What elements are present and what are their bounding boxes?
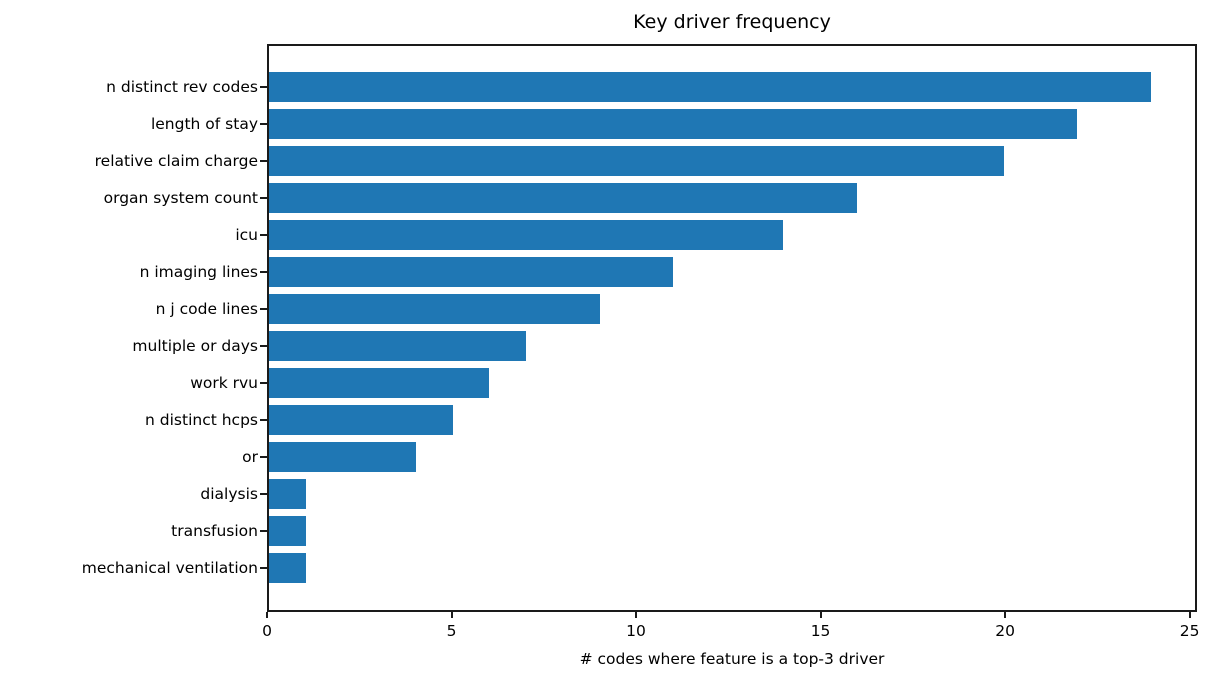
x-axis: 0 5 10 15 20 25 xyxy=(262,612,1200,652)
bar-row: mechanical ventilation xyxy=(82,553,1195,583)
x-tick-label: 25 xyxy=(1179,622,1200,640)
x-tick-mark xyxy=(1188,612,1191,618)
x-tick-mark xyxy=(450,612,453,618)
y-tick-label: organ system count xyxy=(103,189,258,207)
y-tick-label: icu xyxy=(235,226,258,244)
bar xyxy=(269,146,1004,176)
y-tick-label: n distinct hcps xyxy=(145,411,258,429)
bars-container: n distinct rev codes length of stay relati… xyxy=(82,46,1195,610)
x-axis-label: # codes where feature is a top-3 driver xyxy=(579,650,885,668)
x-tick-label: 5 xyxy=(446,622,457,640)
chart-title: Key driver frequency xyxy=(633,11,831,33)
x-tick-label: 15 xyxy=(810,622,831,640)
bar-row: dialysis xyxy=(200,479,1195,509)
plot-area: n distinct rev codes length of stay relati… xyxy=(82,44,1197,612)
y-tick-label: n distinct rev codes xyxy=(106,78,258,96)
y-tick-mark xyxy=(260,271,267,273)
bar-row: icu xyxy=(235,220,1195,250)
y-tick-label: relative claim charge xyxy=(94,152,258,170)
y-tick-mark xyxy=(260,530,267,532)
x-tick-label: 20 xyxy=(995,622,1015,640)
bar-row: n j code lines xyxy=(156,294,1195,324)
y-tick-label: mechanical ventilation xyxy=(81,559,258,577)
x-tick-label: 0 xyxy=(262,622,272,640)
bar xyxy=(269,294,600,324)
bar-row: n distinct hcps xyxy=(145,405,1195,435)
y-tick-mark xyxy=(260,567,267,569)
bar xyxy=(269,257,674,287)
y-tick-mark xyxy=(260,456,267,458)
bar-row: relative claim charge xyxy=(95,146,1195,176)
x-tick-mark xyxy=(266,612,268,618)
bar xyxy=(269,331,527,361)
y-tick-label: n imaging lines xyxy=(139,263,258,281)
bar-row: organ system count xyxy=(104,183,1195,213)
bar xyxy=(269,72,1151,102)
y-tick-mark xyxy=(260,86,267,88)
x-tick-mark xyxy=(819,612,822,618)
bar-row: multiple or days xyxy=(132,331,1195,361)
x-tick-mark xyxy=(635,612,638,618)
bar xyxy=(269,516,306,546)
y-tick-mark xyxy=(260,419,267,421)
y-tick-label: dialysis xyxy=(200,485,258,503)
y-tick-mark xyxy=(260,123,267,125)
y-tick-label: n j code lines xyxy=(155,300,258,318)
bar-row: transfusion xyxy=(171,516,1195,546)
y-tick-label: length of stay xyxy=(150,115,258,133)
y-tick-mark xyxy=(260,382,267,384)
y-tick-label: work rvu xyxy=(190,374,258,392)
y-tick-label: or xyxy=(242,448,258,466)
bar xyxy=(269,442,416,472)
x-tick-label: 10 xyxy=(626,622,646,640)
y-tick-mark xyxy=(260,345,267,347)
y-tick-mark xyxy=(260,234,267,236)
x-tick-mark xyxy=(1004,612,1007,618)
bar xyxy=(269,183,857,213)
bar xyxy=(269,553,306,583)
y-tick-mark xyxy=(260,308,267,310)
bar xyxy=(269,220,784,250)
bar-row: length of stay xyxy=(151,109,1195,139)
bar xyxy=(269,368,490,398)
bar-row: or xyxy=(242,442,1195,472)
y-tick-label: transfusion xyxy=(171,522,258,540)
bar-row: work rvu xyxy=(190,368,1195,398)
bar-row: n distinct rev codes xyxy=(106,72,1195,102)
bar xyxy=(269,405,453,435)
bar xyxy=(269,109,1078,139)
bar-row: n imaging lines xyxy=(140,257,1195,287)
y-tick-mark xyxy=(260,493,267,495)
y-tick-label: multiple or days xyxy=(132,337,258,355)
bar xyxy=(269,479,306,509)
y-tick-mark xyxy=(260,197,267,199)
y-tick-mark xyxy=(260,160,267,162)
